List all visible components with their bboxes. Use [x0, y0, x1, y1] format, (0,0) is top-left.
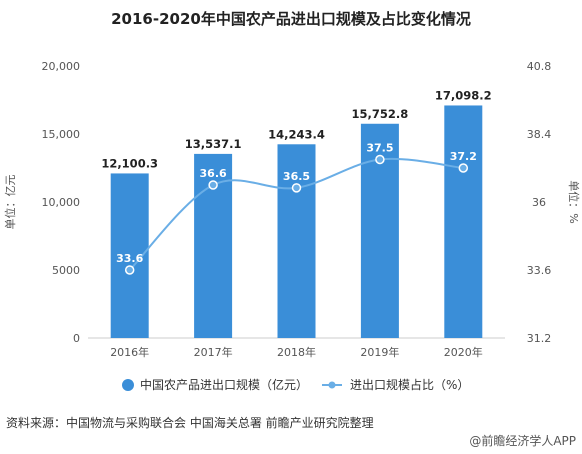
y-left-axis-label: 单位：亿元: [3, 175, 17, 230]
line-value-label: 37.2: [450, 150, 477, 163]
y-right-tick-label: 36: [532, 196, 546, 209]
credit-note: @前瞻经济学人APP: [469, 434, 576, 448]
line-value-label: 33.6: [116, 252, 143, 265]
y-right-tick-label: 38.4: [527, 128, 552, 141]
x-tick-label: 2017年: [194, 345, 233, 359]
chart-title: 2016-2020年中国农产品进出口规模及占比变化情况: [111, 10, 471, 28]
bar-value-label: 14,243.4: [268, 127, 325, 141]
line-point: [458, 163, 469, 173]
line-point: [375, 154, 385, 165]
legend-line-label: 进出口规模占比（%）: [350, 377, 469, 392]
y-right-tick-label: 31.2: [527, 332, 552, 345]
source-note: 资料来源：中国物流与采购联合会 中国海关总署 前瞻产业研究院整理: [6, 416, 374, 430]
y-left-tick-label: 15,000: [42, 128, 81, 141]
x-tick-label: 2016年: [110, 345, 149, 359]
line-point: [124, 265, 135, 275]
line-value-label: 36.5: [283, 170, 310, 183]
bar: [277, 144, 316, 338]
x-tick-label: 2020年: [444, 345, 483, 359]
bar-value-label: 12,100.3: [101, 156, 158, 170]
line-value-label: 37.5: [366, 142, 393, 155]
bar-value-label: 15,752.8: [352, 107, 409, 121]
bar: [444, 105, 483, 338]
line-value-label: 36.6: [200, 167, 227, 180]
y-right-tick-label: 33.6: [527, 264, 552, 277]
y-right-tick-label: 40.8: [527, 60, 552, 73]
y-left-tick-label: 0: [73, 332, 80, 345]
legend-line-dot: [328, 381, 336, 389]
line-point: [208, 180, 218, 190]
y-left-tick-label: 5000: [52, 264, 80, 277]
x-tick-label: 2018年: [277, 345, 316, 359]
y-right-axis-label: 单位：%: [567, 180, 581, 223]
y-left-tick-label: 20,000: [42, 60, 81, 73]
line-point: [291, 183, 302, 193]
bar-value-label: 17,098.2: [435, 88, 492, 102]
legend-bar-marker: [122, 379, 134, 391]
legend-bar-label: 中国农产品进出口规模（亿元）: [140, 377, 308, 392]
y-left-tick-label: 10,000: [42, 196, 81, 209]
x-tick-label: 2019年: [360, 345, 399, 359]
bar-value-label: 13,537.1: [185, 137, 242, 151]
